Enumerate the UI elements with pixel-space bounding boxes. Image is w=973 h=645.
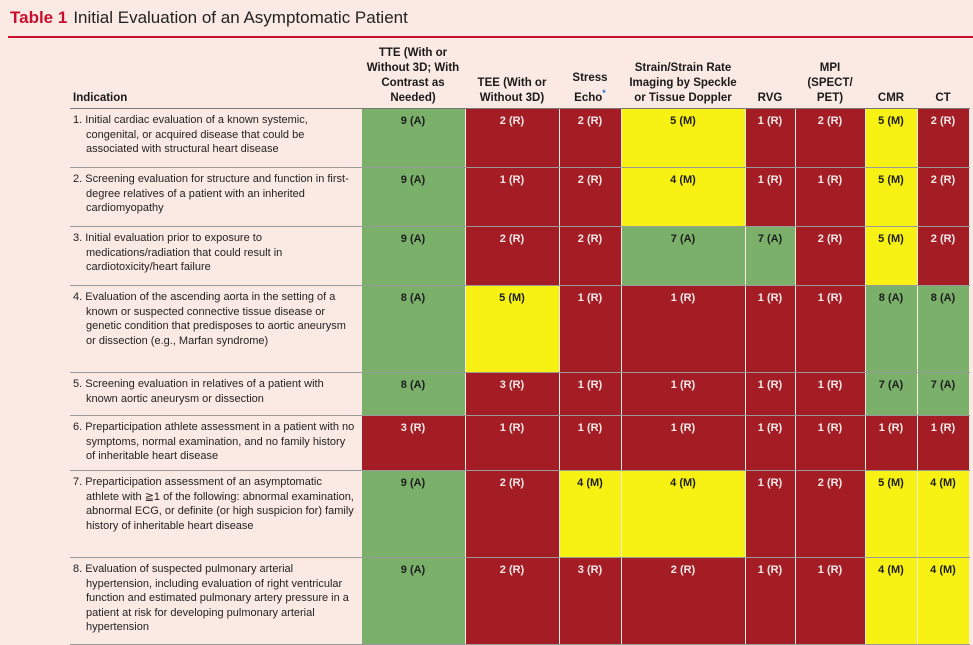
indication-cell: 6. Preparticipation athlete assessment i… — [70, 415, 361, 471]
table-title: Table 1 Initial Evaluation of an Asymptom… — [0, 0, 973, 36]
rating-cell: 1 (R) — [794, 285, 866, 373]
rating-cell: 4 (M) — [916, 557, 970, 645]
indication-cell: 5. Screening evaluation in relatives of … — [70, 372, 361, 416]
rating-cell: 1 (R) — [794, 557, 866, 645]
rating-cell: 1 (R) — [744, 285, 796, 373]
rating-cell: 2 (R) — [464, 557, 560, 645]
rating-cell: 1 (R) — [744, 557, 796, 645]
rating-cell: 5 (M) — [864, 470, 918, 558]
title-rule — [8, 36, 973, 38]
rating-cell: 2 (R) — [794, 470, 866, 558]
rating-cell: 9 (A) — [360, 470, 466, 558]
table-row: 4. Evaluation of the ascending aorta in … — [70, 285, 970, 373]
rating-cell: 7 (A) — [744, 226, 796, 286]
rating-cell: 1 (R) — [744, 415, 796, 471]
rating-cell: 2 (R) — [794, 108, 866, 168]
rating-cell: 9 (A) — [360, 167, 466, 227]
rating-cell: 2 (R) — [558, 108, 622, 168]
rating-cell: 5 (M) — [864, 226, 918, 286]
rating-cell: 1 (R) — [558, 372, 622, 416]
rating-cell: 9 (A) — [360, 108, 466, 168]
table-title-text: Initial Evaluation of an Asymptomatic Pa… — [73, 8, 408, 27]
rating-cell: 1 (R) — [794, 372, 866, 416]
table-row: 1. Initial cardiac evaluation of a known… — [70, 108, 970, 168]
rating-cell: 2 (R) — [620, 557, 746, 645]
rating-cell: 3 (R) — [360, 415, 466, 471]
rating-cell: 4 (M) — [620, 470, 746, 558]
indication-cell: 3. Initial evaluation prior to exposure … — [70, 226, 361, 286]
indication-cell: 1. Initial cardiac evaluation of a known… — [70, 108, 361, 168]
rating-cell: 8 (A) — [360, 285, 466, 373]
rating-cell: 2 (R) — [916, 167, 970, 227]
rating-cell: 1 (R) — [744, 167, 796, 227]
rating-cell: 1 (R) — [794, 167, 866, 227]
rating-cell: 1 (R) — [464, 415, 560, 471]
rating-cell: 1 (R) — [744, 372, 796, 416]
header-row: Indication TTE (With or Without 3D; With… — [70, 44, 969, 109]
indication-cell: 2. Screening evaluation for structure an… — [70, 167, 361, 227]
rating-cell: 5 (M) — [464, 285, 560, 373]
rating-cell: 5 (M) — [864, 167, 918, 227]
rating-cell: 1 (R) — [558, 415, 622, 471]
header-rvg: RVG — [745, 44, 795, 109]
rating-cell: 5 (M) — [864, 108, 918, 168]
rating-cell: 1 (R) — [864, 415, 918, 471]
table-row: 3. Initial evaluation prior to exposure … — [70, 226, 970, 286]
rating-cell: 3 (R) — [464, 372, 560, 416]
rating-cell: 5 (M) — [620, 108, 746, 168]
table-row: 6. Preparticipation athlete assessment i… — [70, 415, 970, 471]
evaluation-table: Indication TTE (With or Without 3D; With… — [70, 44, 970, 645]
table-row: 7. Preparticipation assessment of an asy… — [70, 470, 970, 558]
rating-cell: 1 (R) — [620, 415, 746, 471]
table-row: 2. Screening evaluation for structure an… — [70, 167, 970, 227]
header-indication: Indication — [70, 44, 361, 109]
indication-cell: 7. Preparticipation assessment of an asy… — [70, 470, 361, 558]
rating-cell: 3 (R) — [558, 557, 622, 645]
rating-cell: 1 (R) — [744, 470, 796, 558]
table-number: Table 1 — [10, 8, 68, 27]
rating-cell: 9 (A) — [360, 557, 466, 645]
rating-cell: 7 (A) — [620, 226, 746, 286]
rating-cell: 1 (R) — [620, 285, 746, 373]
header-strain: Strain/Strain Rate Imaging by Speckle or… — [621, 44, 745, 109]
rating-cell: 2 (R) — [464, 108, 560, 168]
rating-cell: 7 (A) — [916, 372, 970, 416]
indication-cell: 4. Evaluation of the ascending aorta in … — [70, 285, 361, 373]
rating-cell: 4 (M) — [620, 167, 746, 227]
rating-cell: 9 (A) — [360, 226, 466, 286]
rating-cell: 4 (M) — [558, 470, 622, 558]
rating-cell: 2 (R) — [916, 108, 970, 168]
header-ct: CT — [917, 44, 969, 109]
rating-cell: 8 (A) — [864, 285, 918, 373]
rating-cell: 1 (R) — [916, 415, 970, 471]
table-row: 8. Evaluation of suspected pulmonary art… — [70, 557, 970, 645]
rating-cell: 2 (R) — [558, 226, 622, 286]
header-stress-echo: Stress Echo* — [559, 44, 621, 109]
rating-cell: 7 (A) — [864, 372, 918, 416]
rating-cell: 2 (R) — [916, 226, 970, 286]
header-tte: TTE (With or Without 3D; With Contrast a… — [361, 44, 465, 109]
rating-cell: 8 (A) — [360, 372, 466, 416]
rating-cell: 2 (R) — [464, 226, 560, 286]
rating-cell: 1 (R) — [620, 372, 746, 416]
rating-cell: 1 (R) — [558, 285, 622, 373]
rating-cell: 1 (R) — [744, 108, 796, 168]
rating-cell: 1 (R) — [794, 415, 866, 471]
rating-cell: 2 (R) — [464, 470, 560, 558]
header-tee: TEE (With or Without 3D) — [465, 44, 559, 109]
rating-cell: 1 (R) — [464, 167, 560, 227]
rating-cell: 2 (R) — [558, 167, 622, 227]
header-stress-echo-label: Stress Echo — [572, 72, 608, 104]
rating-cell: 8 (A) — [916, 285, 970, 373]
header-mpi: MPI (SPECT/ PET) — [795, 44, 865, 109]
rating-cell: 2 (R) — [794, 226, 866, 286]
table-row: 5. Screening evaluation in relatives of … — [70, 372, 970, 416]
indication-cell: 8. Evaluation of suspected pulmonary art… — [70, 557, 361, 645]
table-body: 1. Initial cardiac evaluation of a known… — [70, 108, 970, 645]
rating-cell: 4 (M) — [916, 470, 970, 558]
rating-cell: 4 (M) — [864, 557, 918, 645]
footnote-marker: * — [602, 88, 606, 99]
header-cmr: CMR — [865, 44, 917, 109]
